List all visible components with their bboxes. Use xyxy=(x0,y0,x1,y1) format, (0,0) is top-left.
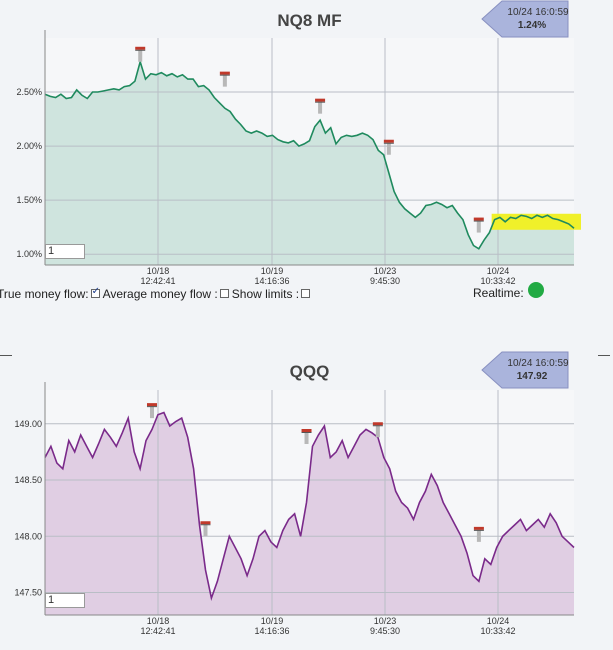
y-tick-label: 148.50 xyxy=(14,475,42,485)
x-tick-time: 12:42:41 xyxy=(140,276,175,286)
qqq-chart: QQQ 147.50 148.00 148.50 149.00 10/1812:42:41… xyxy=(14,351,575,636)
realtime-status-icon[interactable] xyxy=(528,282,544,298)
zoom-input-qqq[interactable]: 1 xyxy=(45,593,85,608)
event-marker-icon[interactable] xyxy=(301,429,312,444)
event-marker-icon[interactable] xyxy=(200,521,211,537)
x-tick-time: 10:33:42 xyxy=(480,276,515,286)
x-tick-time: 12:42:41 xyxy=(140,626,175,636)
event-marker-icon[interactable] xyxy=(315,98,326,114)
average-money-flow-checkbox[interactable] xyxy=(219,289,229,299)
divider-right xyxy=(598,355,610,356)
x-tick-time: 14:16:36 xyxy=(254,626,289,636)
x-tick-date: 10/18 xyxy=(147,266,170,276)
x-tick-date: 10/19 xyxy=(261,266,284,276)
x-tick-time: 9:45:30 xyxy=(370,626,400,636)
series-line xyxy=(44,411,575,602)
realtime-label: Realtime: xyxy=(473,286,524,300)
last-value-callout: 10/24 16:0:59 1.24% xyxy=(481,0,569,38)
x-tick-time: 9:45:30 xyxy=(370,276,400,286)
event-marker-icon[interactable] xyxy=(372,422,383,438)
x-tick-date: 10/18 xyxy=(147,616,170,626)
true-money-flow-label: True money flow: xyxy=(0,286,89,301)
average-money-flow-label: Average money flow : xyxy=(102,286,218,301)
y-tick-label: 149.00 xyxy=(14,419,42,429)
x-tick-time: 10:33:42 xyxy=(480,626,515,636)
series-area xyxy=(45,61,574,265)
last-value-callout: 10/24 16:0:59 147.92 xyxy=(481,351,569,389)
series-line xyxy=(44,58,575,250)
event-marker-icon[interactable] xyxy=(146,403,157,419)
event-marker-icon[interactable] xyxy=(473,217,484,233)
y-tick-label: 2.00% xyxy=(16,141,42,151)
event-marker-icon[interactable] xyxy=(135,46,146,62)
zoom-input-nq8[interactable]: 1 xyxy=(45,244,85,259)
show-limits-checkbox[interactable] xyxy=(301,289,311,299)
x-tick-date: 10/24 xyxy=(487,266,510,276)
callout-time: 10/24 16:0:59 xyxy=(507,358,569,369)
divider-left xyxy=(0,355,12,356)
event-marker-icon[interactable] xyxy=(219,71,230,87)
x-tick-date: 10/24 xyxy=(487,616,510,626)
callout-time: 10/24 16:0:59 xyxy=(507,7,569,18)
event-marker-icon[interactable] xyxy=(383,139,394,155)
true-money-flow-checkbox[interactable] xyxy=(90,286,100,299)
y-tick-label: 1.50% xyxy=(16,195,42,205)
x-tick-date: 10/23 xyxy=(374,616,397,626)
chart-title: NQ8 MF xyxy=(277,11,341,30)
event-marker-icon[interactable] xyxy=(473,526,484,542)
y-tick-label: 148.00 xyxy=(14,531,42,541)
y-tick-label: 1.00% xyxy=(16,249,42,259)
callout-value: 1.24% xyxy=(518,20,546,31)
chart-title: QQQ xyxy=(290,362,330,381)
show-limits-label: Show limits : xyxy=(231,286,300,301)
y-tick-label: 147.50 xyxy=(14,588,42,598)
x-tick-date: 10/19 xyxy=(261,616,284,626)
x-tick-date: 10/23 xyxy=(374,266,397,276)
x-tick-time: 14:16:36 xyxy=(254,276,289,286)
series-area xyxy=(45,412,574,615)
callout-value: 147.92 xyxy=(517,371,548,382)
chart-controls: True money flow: Average money flow : Show… xyxy=(0,286,313,301)
y-tick-label: 2.50% xyxy=(16,87,42,97)
